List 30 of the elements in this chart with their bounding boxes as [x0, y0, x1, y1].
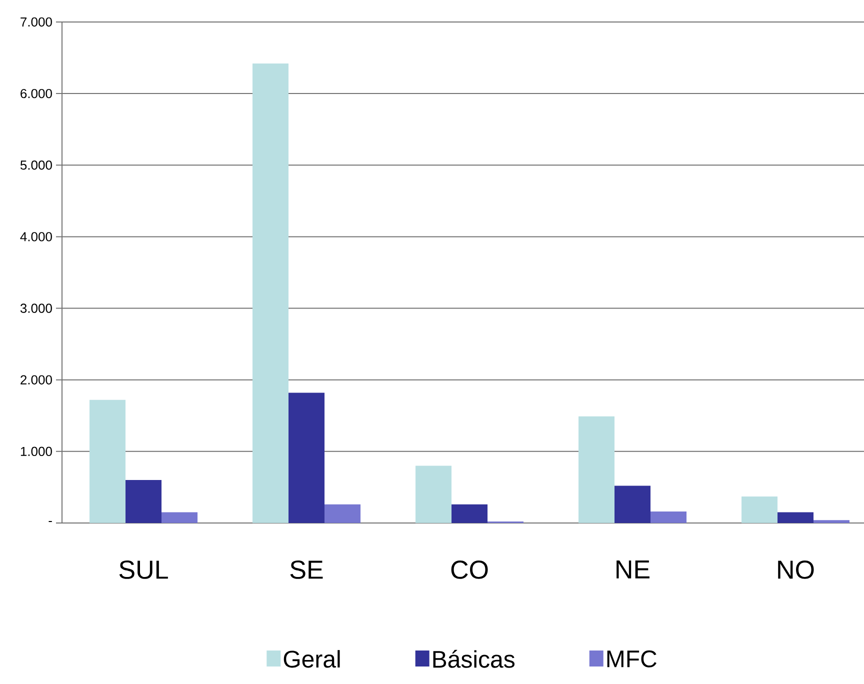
bar — [614, 486, 651, 523]
y-tick-label: 3.000 — [20, 304, 52, 313]
bar — [416, 466, 452, 523]
y-tick-label: - — [48, 521, 52, 522]
x-tick-label: SUL — [119, 560, 168, 579]
bar — [650, 512, 687, 523]
bar — [324, 504, 361, 523]
bar — [90, 400, 126, 523]
x-tick-label: SE — [290, 560, 323, 579]
bar — [742, 496, 778, 523]
bar — [778, 512, 814, 523]
legend-label: Geral — [284, 650, 340, 668]
y-tick-label: 4.000 — [20, 232, 52, 242]
y-tick-label: 5.000 — [20, 160, 52, 170]
bar — [252, 64, 289, 523]
bar — [578, 416, 615, 523]
x-tick-label: NO — [778, 560, 814, 579]
bar — [288, 392, 325, 523]
legend-label: MFC — [607, 650, 656, 668]
y-tick-label: 2.000 — [20, 375, 52, 384]
y-tick-label: 7.000 — [20, 17, 52, 27]
x-tick-label: NE — [616, 560, 650, 578]
x-tick-label: CO — [451, 560, 488, 579]
bar — [814, 520, 850, 523]
bar — [126, 480, 162, 523]
bar — [452, 504, 488, 523]
y-tick-label: 1.000 — [20, 446, 52, 456]
legend-label: Básicas — [433, 650, 514, 668]
bar — [162, 512, 198, 523]
y-tick-label: 6.000 — [20, 88, 52, 98]
